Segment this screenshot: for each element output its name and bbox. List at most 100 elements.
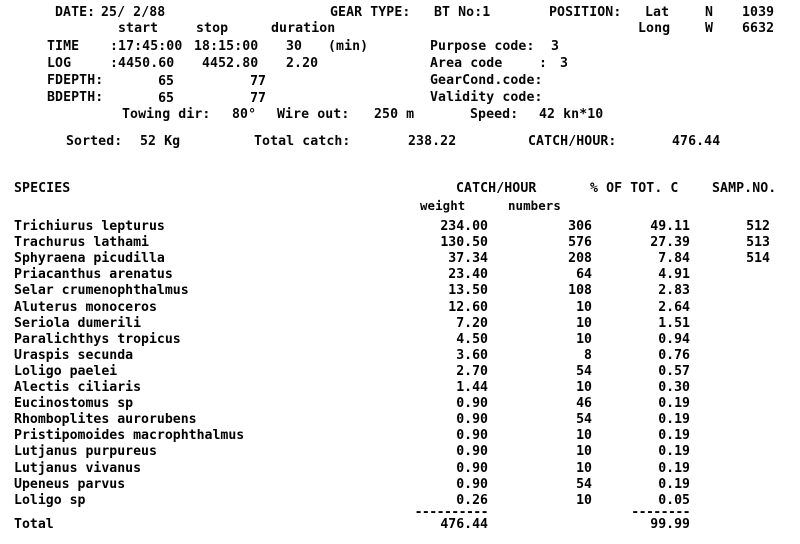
time-unit: (min) (328, 39, 369, 54)
table-row-weight: 234.00 (440, 219, 488, 234)
table-row-species: Trichiurus lepturus (14, 219, 165, 234)
validity-code-label: Validity code: (430, 90, 543, 105)
table-row-species: Eucinostomus sp (14, 396, 134, 412)
table-row-species: Alectis ciliaris (14, 380, 142, 395)
table-row-numbers: 10 (576, 331, 592, 347)
table-row-numbers: 64 (576, 267, 592, 283)
total-rule-pct: -------- (631, 505, 690, 520)
table-row-weight: 13.50 (448, 283, 488, 299)
fdepth-start: 65 (158, 74, 174, 89)
date-label: DATE: (55, 5, 96, 20)
towing-dir-label: Towing dir: (122, 107, 211, 122)
table-row-pct: 0.30 (658, 380, 690, 395)
table-row-species: Paralichthys tropicus (14, 331, 181, 347)
wire-out-label: Wire out: (277, 107, 350, 122)
table-row-samp: 514 (746, 251, 770, 267)
table-row-weight: 0.90 (456, 396, 488, 412)
fdepth-stop: 77 (250, 74, 266, 89)
table-row-numbers: 46 (576, 396, 592, 412)
log-label: LOG (47, 56, 72, 71)
table-row-weight: 2.70 (456, 363, 488, 379)
table-row-weight: 3.60 (456, 347, 488, 363)
table-row-pct: 4.91 (658, 267, 690, 283)
table-row-pct: 0.05 (658, 492, 690, 508)
total-weight: 476.44 (440, 517, 488, 532)
table-row-numbers: 10 (576, 444, 592, 460)
column-header-pct-total: % OF TOT. C (590, 181, 679, 196)
total-rule-weight: ---------- (414, 505, 489, 520)
table-row-weight: 37.34 (448, 251, 488, 267)
table-row-numbers: 306 (568, 219, 592, 234)
table-row-weight: 23.40 (448, 267, 488, 283)
table-row-species: Lutjanus purpureus (14, 444, 157, 460)
table-row-numbers: 54 (576, 412, 592, 428)
table-row-pct: 0.19 (658, 396, 690, 412)
table-row-species: Pristipomoides macrophthalmus (14, 428, 245, 444)
table-row-pct: 2.64 (658, 299, 690, 315)
table-row-pct: 7.84 (658, 251, 690, 267)
table-row-numbers: 10 (576, 428, 592, 444)
table-row-numbers: 208 (568, 251, 592, 267)
table-row-numbers: 10 (576, 380, 592, 395)
position-label: POSITION: (549, 5, 622, 20)
catch-per-hour-label: CATCH/HOUR: (528, 134, 617, 149)
gear-type-label: GEAR TYPE: (330, 5, 411, 20)
table-row-weight: 0.90 (456, 444, 488, 460)
table-row-pct: 1.51 (658, 315, 690, 331)
table-row-weight: 7.20 (456, 315, 488, 331)
log-stop: 4452.80 (202, 56, 259, 71)
table-row-weight: 0.90 (456, 460, 488, 476)
towing-dir-value: 80° (232, 107, 257, 122)
table-row-numbers: 54 (576, 363, 592, 379)
speed-value: 42 kn*10 (539, 107, 604, 122)
log-start: :4450.60 (110, 56, 175, 71)
table-row-pct: 0.76 (658, 347, 690, 363)
log-duration: 2.20 (286, 56, 319, 71)
table-row-pct: 27.39 (650, 235, 690, 251)
table-row-pct: 0.19 (658, 460, 690, 476)
area-code-separator: : (539, 56, 548, 71)
wire-out-value: 250 m (374, 107, 415, 122)
catch-per-hour-value: 476.44 (672, 134, 721, 149)
table-row-numbers: 10 (576, 460, 592, 476)
latitude-value: 1039 (742, 5, 775, 20)
table-row-pct: 0.57 (658, 363, 690, 379)
longitude-hemisphere: W (705, 21, 714, 36)
gearcond-code-label: GearCond.code: (430, 73, 543, 88)
time-duration: 30 (286, 39, 303, 54)
speed-label: Speed: (470, 107, 519, 122)
column-header-catch-hour: CATCH/HOUR (456, 181, 537, 196)
table-row-species: Seriola dumerili (14, 315, 142, 331)
col-stop-label: stop (196, 21, 229, 36)
table-row-pct: 2.83 (658, 283, 690, 299)
table-row-weight: 0.90 (456, 412, 488, 428)
table-row-numbers: 10 (576, 299, 592, 315)
purpose-code-value: 3 (551, 39, 560, 54)
time-start: :17:45:00 (110, 39, 183, 54)
latitude-hemisphere: N (705, 5, 714, 20)
fdepth-label: FDEPTH: (47, 73, 104, 88)
table-row-pct: 0.19 (658, 476, 690, 492)
date-value: 25/ 2/88 (101, 5, 166, 20)
col-duration-label: duration (271, 21, 336, 36)
column-header-samp-no: SAMP.NO. (712, 181, 777, 196)
table-row-numbers: 10 (576, 315, 592, 331)
table-row-numbers: 576 (568, 235, 592, 251)
longitude-value: 6632 (742, 21, 775, 36)
table-row-numbers: 8 (584, 347, 592, 363)
col-start-label: start (118, 21, 159, 36)
column-header-weight: weight (420, 198, 466, 213)
total-pct: 99.99 (650, 517, 690, 532)
time-label: TIME (47, 39, 80, 54)
table-row-weight: 0.90 (456, 476, 488, 492)
table-row-species: Upeneus parvus (14, 476, 126, 492)
table-row-samp: 513 (746, 235, 770, 251)
area-code-value: 3 (560, 56, 569, 71)
bdepth-start: 65 (158, 91, 174, 106)
table-row-pct: 0.19 (658, 412, 690, 428)
table-row-weight: 130.50 (440, 235, 488, 251)
sorted-label: Sorted: (66, 134, 123, 149)
table-row-species: Aluterus monoceros (14, 299, 157, 315)
total-catch-label: Total catch: (254, 134, 351, 149)
